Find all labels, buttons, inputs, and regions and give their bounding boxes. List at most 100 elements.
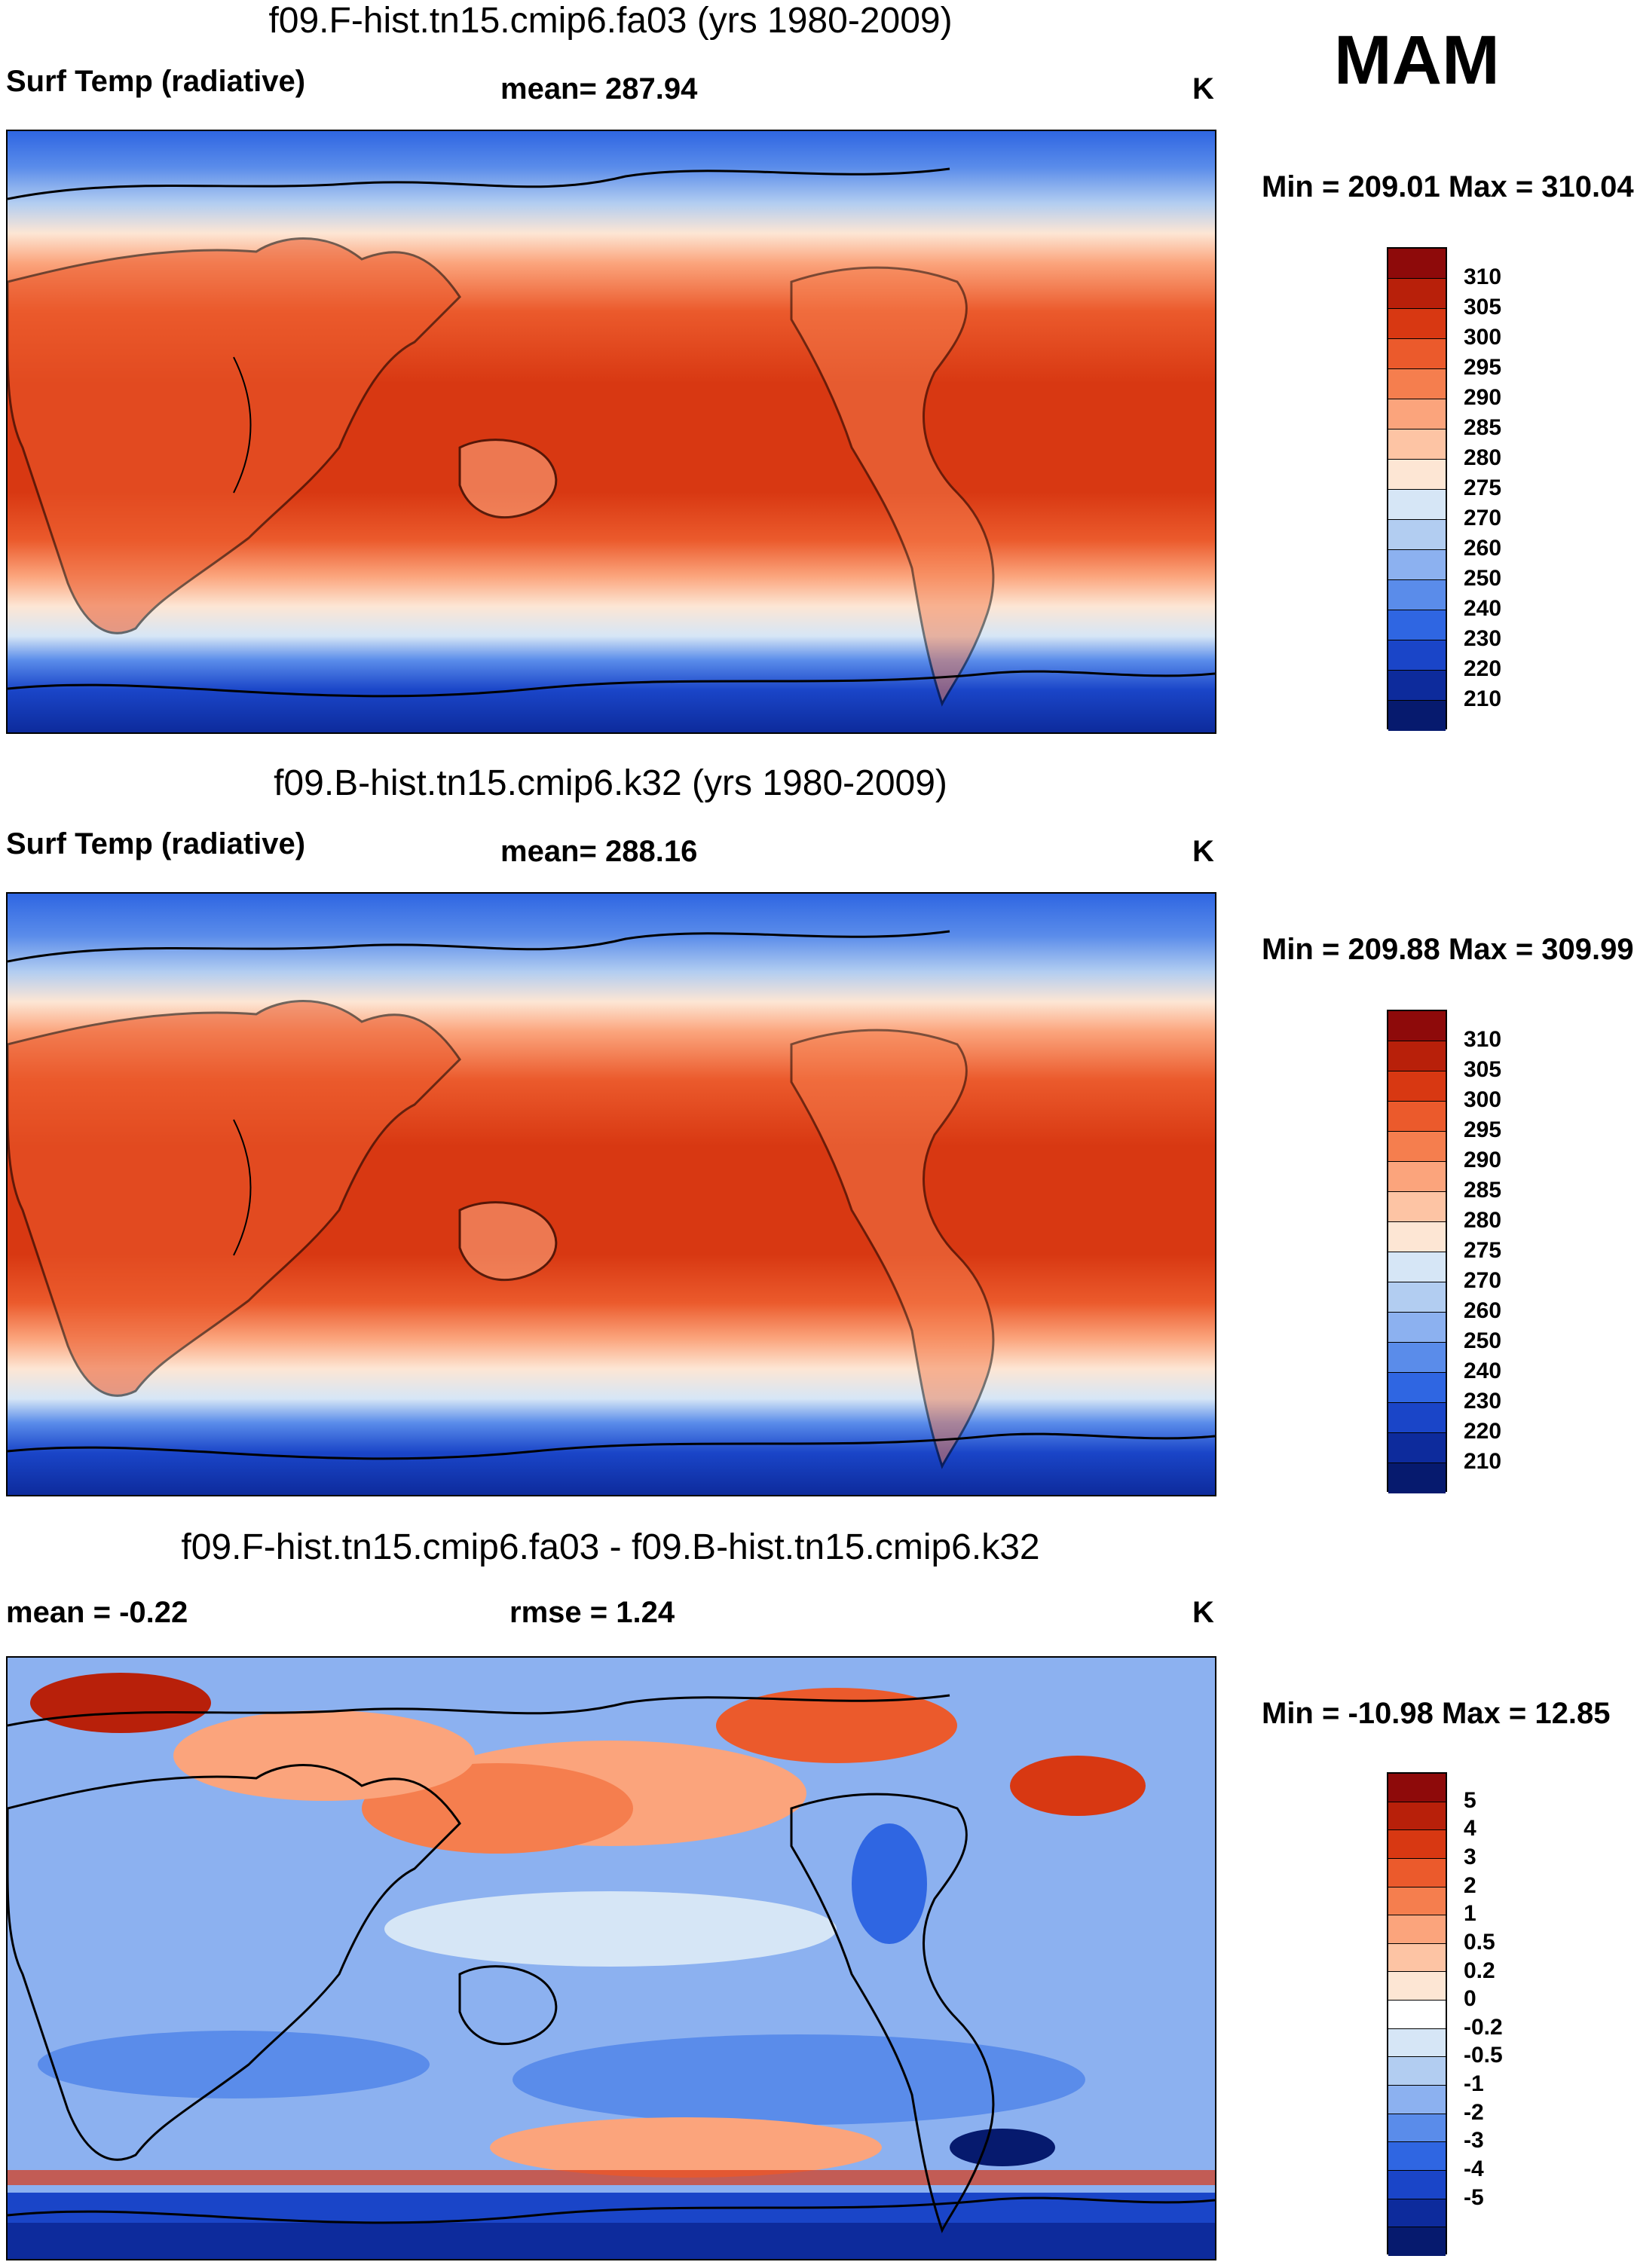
colorbar-tick-label: 285 [1464, 1178, 1502, 1203]
colorbar-tick-label: -1 [1464, 2071, 1484, 2097]
colorbar-tick-label: 250 [1464, 1328, 1502, 1353]
colorbar-tick-label: 270 [1464, 1268, 1502, 1293]
panel-2-mean-label: mean= 288.16 [500, 835, 698, 868]
colorbar-swatch [1388, 2057, 1446, 2086]
panel-2-map [6, 892, 1216, 1496]
colorbar-swatch [1388, 1252, 1446, 1282]
colorbar-swatch [1388, 2114, 1446, 2143]
colorbar-tick-label: 0.5 [1464, 1929, 1495, 1955]
colorbar-swatch [1388, 2086, 1446, 2114]
colorbar-swatch [1388, 1887, 1446, 1916]
colorbar-swatch [1388, 1830, 1446, 1859]
colorbar-tick-label: 290 [1464, 385, 1502, 410]
panel-1-title: f09.F-hist.tn15.cmip6.fa03 (yrs 1980-200… [268, 1, 953, 41]
colorbar-swatch [1388, 671, 1446, 701]
colorbar-tick-label: 310 [1464, 1027, 1502, 1052]
colorbar-swatch [1388, 2142, 1446, 2171]
panel-3-title: f09.F-hist.tn15.cmip6.fa03 - f09.B-hist.… [181, 1527, 1040, 1567]
colorbar-swatch [1388, 339, 1446, 369]
panel-2-map-graphic [8, 894, 1215, 1495]
colorbar-tick-label: -2 [1464, 2099, 1484, 2125]
colorbar-swatch [1388, 580, 1446, 610]
colorbar-tick-label: 4 [1464, 1816, 1476, 1842]
colorbar-tick-label: 280 [1464, 445, 1502, 470]
colorbar-swatch [1388, 1222, 1446, 1252]
colorbar-tick-label: 5 [1464, 1787, 1476, 1813]
colorbar-tick-label: 2 [1464, 1872, 1476, 1898]
colorbar-swatch [1388, 610, 1446, 640]
panel-2-colorbar [1387, 1010, 1447, 1493]
colorbar-tick-label: -4 [1464, 2156, 1484, 2182]
colorbar-swatch [1388, 520, 1446, 550]
panel-1-minmax-label: Min = 209.01 Max = 310.04 [1262, 170, 1634, 203]
colorbar-swatch [1388, 369, 1446, 399]
colorbar-swatch [1388, 1041, 1446, 1071]
colorbar-tick-label: 0.2 [1464, 1958, 1495, 1983]
colorbar-swatch [1388, 429, 1446, 460]
colorbar-tick-label: 260 [1464, 1298, 1502, 1323]
panel-1-colorbar [1387, 247, 1447, 731]
panel-2-variable-label: Surf Temp (radiative) [6, 827, 306, 860]
colorbar-tick-label: 250 [1464, 566, 1502, 591]
colorbar-swatch [1388, 1192, 1446, 1222]
colorbar-tick-label: 220 [1464, 656, 1502, 681]
colorbar-tick-label: 305 [1464, 1057, 1502, 1082]
colorbar-swatch [1388, 1282, 1446, 1313]
colorbar-tick-label: 240 [1464, 596, 1502, 621]
colorbar-swatch [1388, 1373, 1446, 1403]
colorbar-swatch [1388, 1972, 1446, 2001]
panel-3-minmax-label: Min = -10.98 Max = 12.85 [1262, 1697, 1611, 1730]
colorbar-tick-label: 290 [1464, 1148, 1502, 1172]
panel-3-unit-label: K [1192, 1596, 1214, 1629]
colorbar-tick-label: 210 [1464, 686, 1502, 711]
colorbar-tick-label: 0 [1464, 1986, 1476, 2012]
colorbar-tick-label: 210 [1464, 1449, 1502, 1474]
colorbar-swatch [1388, 640, 1446, 671]
colorbar-swatch [1388, 1343, 1446, 1373]
colorbar-tick-label: -0.2 [1464, 2014, 1503, 2040]
colorbar-swatch [1388, 2170, 1446, 2199]
colorbar-swatch [1388, 2199, 1446, 2228]
colorbar-tick-label: 1 [1464, 1901, 1476, 1927]
colorbar-swatch [1388, 249, 1446, 279]
colorbar-tick-label: -5 [1464, 2184, 1484, 2210]
colorbar-tick-label: 300 [1464, 325, 1502, 350]
panel-2-minmax-label: Min = 209.88 Max = 309.99 [1262, 933, 1634, 966]
colorbar-swatch [1388, 1774, 1446, 1802]
colorbar-tick-label: 3 [1464, 1844, 1476, 1869]
colorbar-tick-label: -3 [1464, 2128, 1484, 2153]
colorbar-tick-label: 240 [1464, 1359, 1502, 1383]
panel-1-map-graphic [8, 131, 1215, 732]
panel-3-mean-label: mean = -0.22 [6, 1596, 188, 1629]
panel-3-colorbar [1387, 1772, 1447, 2256]
colorbar-swatch [1388, 2028, 1446, 2058]
colorbar-swatch [1388, 2001, 1446, 2029]
panel-2-unit-label: K [1192, 835, 1214, 868]
colorbar-swatch [1388, 1132, 1446, 1162]
panel-3-rmse-label: rmse = 1.24 [509, 1596, 675, 1629]
panel-1-unit-label: K [1192, 72, 1214, 105]
colorbar-swatch [1388, 1943, 1446, 1973]
colorbar-tick-label: 220 [1464, 1419, 1502, 1444]
colorbar-swatch [1388, 399, 1446, 429]
colorbar-swatch [1388, 1102, 1446, 1132]
colorbar-swatch [1388, 1011, 1446, 1041]
panel-1-mean-label: mean= 287.94 [500, 72, 698, 105]
panel-3-map [6, 1656, 1216, 2260]
colorbar-tick-label: 295 [1464, 1117, 1502, 1142]
colorbar-tick-label: 305 [1464, 295, 1502, 319]
colorbar-swatch [1388, 1403, 1446, 1433]
colorbar-swatch [1388, 309, 1446, 339]
colorbar-swatch [1388, 1915, 1446, 1944]
colorbar-tick-label: 300 [1464, 1087, 1502, 1112]
colorbar-swatch [1388, 460, 1446, 490]
panel-3-map-graphic [8, 1658, 1215, 2259]
colorbar-swatch [1388, 1313, 1446, 1343]
colorbar-tick-label: -0.5 [1464, 2043, 1503, 2068]
panel-1-map [6, 130, 1216, 734]
colorbar-tick-label: 310 [1464, 264, 1502, 289]
colorbar-swatch [1388, 1162, 1446, 1192]
colorbar-swatch [1388, 1463, 1446, 1493]
colorbar-tick-label: 260 [1464, 536, 1502, 561]
colorbar-swatch [1388, 1433, 1446, 1463]
